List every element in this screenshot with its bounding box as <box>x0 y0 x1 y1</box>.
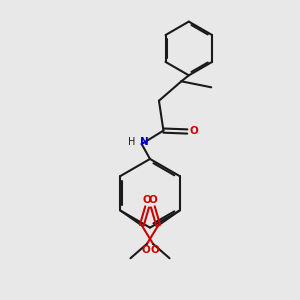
Text: O: O <box>148 195 157 205</box>
Text: O: O <box>150 245 159 256</box>
Text: O: O <box>143 195 152 205</box>
Text: N: N <box>140 136 149 147</box>
Text: O: O <box>141 245 150 256</box>
Text: H: H <box>128 136 136 147</box>
Text: O: O <box>190 127 198 136</box>
